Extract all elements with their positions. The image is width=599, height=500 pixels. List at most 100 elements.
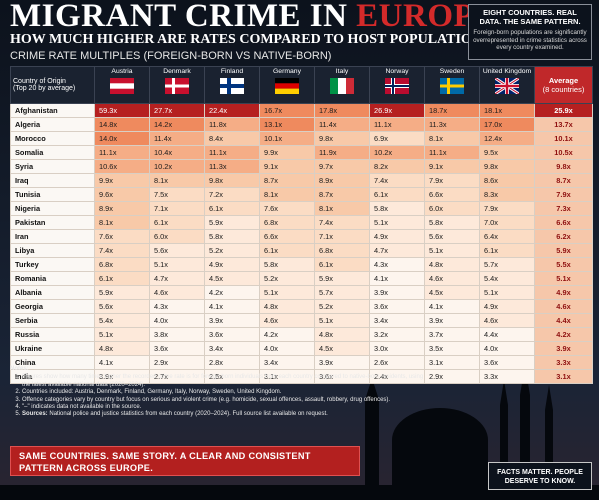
value-cell: 7.2x [204,187,260,202]
value-cell: 9.8x [204,173,260,188]
value-cell: 5.8x [204,229,260,244]
value-cell: 6.1x [94,271,150,286]
value-cell: 4.8x [94,341,150,356]
value-cell: 3.8x [149,327,205,342]
value-cell: 8.1x [259,187,315,202]
value-cell: 4.6x [479,313,535,328]
value-cell: 10.2x [149,159,205,174]
value-cell: 5.4x [479,271,535,286]
average-cell: 5.1x [534,271,593,286]
average-sub: (8 countries) [542,85,585,94]
table-row: Georgia 5.6x 4.3x 4.1x 4.8x 5.2x 3.6x 4.1x 4.9x 4… [10,299,593,314]
average-cell: 10.5x [534,145,593,160]
value-cell: 7.1x [149,201,205,216]
value-cell: 4.8x [424,257,480,272]
banner: SAME COUNTRIES. SAME STORY. A CLEAR AND … [10,446,360,476]
average-cell: 3.1x [534,369,593,384]
value-cell: 6.1x [479,243,535,258]
value-cell: 8.1x [314,201,370,216]
value-cell: 5.9x [314,271,370,286]
value-cell: 4.7x [369,243,425,258]
subtitle: HOW MUCH HIGHER ARE RATES COMPARED TO HO… [10,32,497,47]
value-cell: 9.7x [314,159,370,174]
value-cell: 7.6x [94,229,150,244]
value-cell: 6.8x [259,215,315,230]
table-row: Pakistan 8.1x 6.1x 5.9x 6.8x 7.4x 5.1x 5.8x 7.0x… [10,215,593,230]
value-cell: 8.9x [94,201,150,216]
value-cell: 11.4x [314,117,370,132]
column-header: Denmark [149,66,205,104]
country-name: Iraq [10,173,95,188]
value-cell: 4.0x [479,341,535,356]
value-cell: 27.7x [149,103,205,118]
note-item: Sources: National police and justice sta… [22,411,430,418]
value-cell: 4.3x [369,257,425,272]
value-cell: 3.6x [479,355,535,370]
value-cell: 4.8x [314,327,370,342]
value-cell: 5.1x [149,257,205,272]
value-cell: 5.1x [424,243,480,258]
value-cell: 3.0x [369,341,425,356]
country-name: Ukraine [10,341,95,356]
value-cell: 7.0x [479,215,535,230]
column-name: Norway [385,68,409,75]
column-header: Austria [94,66,150,104]
value-cell: 16.7x [259,103,315,118]
value-cell: 3.4x [259,355,315,370]
country-name: Afghanistan [10,103,95,118]
value-cell: 7.4x [94,243,150,258]
value-cell: 26.9x [369,103,425,118]
value-cell: 7.6x [259,201,315,216]
value-cell: 6.0x [149,229,205,244]
table-row: Tunisia 9.6x 7.5x 7.2x 8.1x 8.7x 6.1x 6.6x 8.3x 7… [10,187,593,202]
value-cell: 4.5x [314,341,370,356]
value-cell: 4.8x [259,299,315,314]
value-cell: 5.1x [314,313,370,328]
value-cell: 4.1x [94,355,150,370]
table-row: Turkey 6.8x 5.1x 4.9x 5.8x 6.1x 4.3x 4.8x 5.7x 5.… [10,257,593,272]
country-name: India [10,369,95,384]
value-cell: 18.1x [479,103,535,118]
column-header: United Kingdom [479,66,535,104]
value-cell: 8.4x [204,131,260,146]
column-header: Germany [259,66,315,104]
value-cell: 4.1x [204,299,260,314]
value-cell: 5.2x [204,243,260,258]
value-cell: 3.1x [424,355,480,370]
value-cell: 6.4x [479,229,535,244]
notes: Notes: Figures show how many times highe… [10,366,430,419]
value-cell: 22.4x [204,103,260,118]
country-name: Libya [10,243,95,258]
value-cell: 2.7x [149,369,205,384]
table-row: Afghanistan 59.3x 27.7x 22.4x 16.7x 17.8x 26.9… [10,103,593,118]
value-cell: 5.2x [314,299,370,314]
value-cell: 3.3x [479,369,535,384]
table-row: Morocco 14.0x 11.4x 8.4x 10.1x 9.8x 6.9x 8.1x 12… [10,131,593,146]
column-name: Austria [111,68,133,75]
value-cell: 5.8x [369,201,425,216]
average-cell: 5.5x [534,257,593,272]
value-cell: 11.8x [204,117,260,132]
value-cell: 14.2x [149,117,205,132]
corner-sub: (Top 20 by average) [13,85,76,92]
value-cell: 5.9x [94,285,150,300]
value-cell: 5.1x [259,285,315,300]
value-cell: 5.6x [424,229,480,244]
value-cell: 11.1x [94,145,150,160]
value-cell: 5.9x [204,215,260,230]
value-cell: 8.1x [149,173,205,188]
average-title: Average [548,76,579,85]
country-name: Morocco [10,131,95,146]
value-cell: 5.8x [424,215,480,230]
value-cell: 17.8x [314,103,370,118]
flag-icon [165,78,189,94]
flag-icon [440,78,464,94]
value-cell: 3.2x [369,327,425,342]
value-cell: 3.5x [424,341,480,356]
table-row: Albania 5.9x 4.6x 4.2x 5.1x 5.7x 3.9x 4.5x 5.1x 4… [10,285,593,300]
value-cell: 5.4x [94,313,150,328]
value-cell: 8.6x [479,173,535,188]
side-heading: EIGHT COUNTRIES. REAL DATA. THE SAME PAT… [479,8,581,26]
value-cell: 7.1x [314,229,370,244]
